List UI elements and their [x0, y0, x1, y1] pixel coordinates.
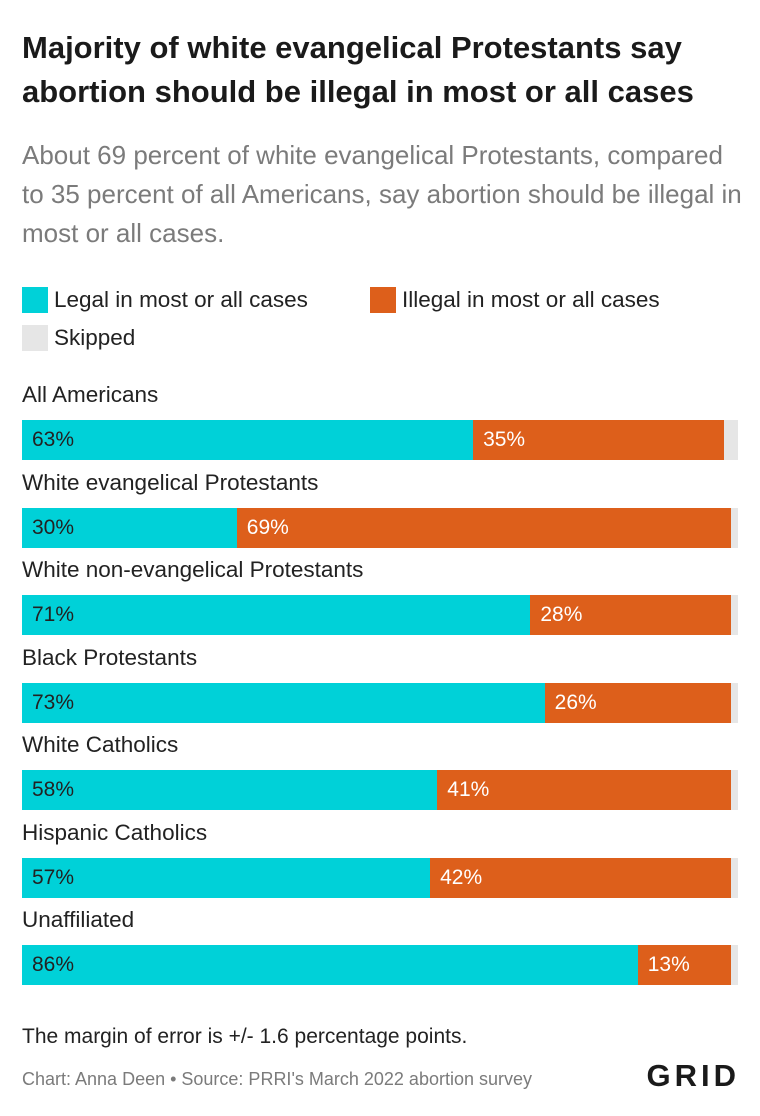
legend-label-legal: Legal in most or all cases — [54, 287, 308, 312]
bar-segment-skipped — [730, 595, 738, 635]
bar-segment-legal — [22, 420, 474, 460]
data-label-legal: 86% — [32, 953, 75, 976]
data-label-illegal: 35% — [483, 428, 526, 451]
legend-swatch-legal — [22, 287, 48, 313]
bar-segment-illegal — [437, 770, 731, 810]
data-label-illegal: 42% — [440, 865, 483, 889]
bar-segment-legal — [22, 682, 545, 723]
category-label: Black Protestants — [22, 644, 198, 670]
bar-segment-illegal — [473, 420, 724, 460]
data-label-illegal: 69% — [246, 515, 289, 539]
footnote: The margin of error is +/- 1.6 percentag… — [22, 1025, 468, 1048]
data-label-illegal: 41% — [447, 778, 490, 801]
bar-segment-legal — [22, 595, 531, 635]
data-label-illegal: 28% — [540, 603, 583, 626]
bar-segment-skipped — [730, 770, 738, 810]
data-label-illegal: 13% — [647, 953, 690, 976]
data-label-legal: 71% — [32, 603, 75, 626]
data-label-legal: 30% — [32, 515, 75, 539]
category-label: White Catholics — [22, 732, 179, 757]
category-label: Hispanic Catholics — [22, 819, 208, 845]
bar-segment-legal — [22, 945, 638, 985]
bar-segment-illegal — [530, 595, 731, 635]
bar-segment-skipped — [730, 507, 738, 548]
legend-swatch-skipped — [22, 325, 48, 351]
category-label: White non-evangelical Protestants — [22, 557, 364, 582]
bar-segment-skipped — [723, 420, 738, 460]
bar-segment-skipped — [730, 682, 738, 723]
source-credit: Chart: Anna Deen • Source: PRRI's March … — [22, 1069, 532, 1089]
legend-swatch-illegal — [370, 287, 396, 313]
category-label: All Americans — [22, 382, 159, 407]
bar-segment-skipped — [730, 945, 738, 985]
bar-segment-legal — [22, 770, 438, 810]
chart-title: Majority of white evangelical Protestant… — [22, 30, 694, 109]
category-label: Unaffiliated — [22, 907, 135, 932]
legend-label-skipped: Skipped — [54, 325, 136, 350]
bar-segment-illegal — [544, 682, 731, 723]
data-label-illegal: 26% — [554, 690, 597, 714]
bar-segment-legal — [22, 857, 431, 898]
bar-segment-legal — [22, 507, 237, 548]
data-label-legal: 63% — [32, 428, 75, 451]
data-label-legal: 57% — [32, 865, 75, 889]
chart-subtitle: About 69 percent of white evangelical Pr… — [22, 140, 742, 248]
grid-logo: GRID — [646, 1058, 740, 1093]
bar-segment-skipped — [730, 857, 738, 898]
data-label-legal: 58% — [32, 778, 75, 801]
bar-segment-illegal — [236, 507, 731, 548]
data-label-legal: 73% — [32, 690, 75, 714]
legend-label-illegal: Illegal in most or all cases — [402, 287, 660, 312]
bar-segment-illegal — [637, 945, 731, 985]
category-label: White evangelical Protestants — [22, 469, 319, 495]
bar-segment-illegal — [430, 857, 731, 898]
